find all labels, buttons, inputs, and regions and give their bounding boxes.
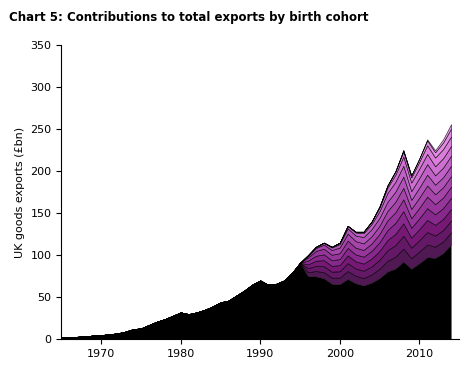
Y-axis label: UK goods exports (£bn): UK goods exports (£bn): [15, 127, 25, 258]
Text: Chart 5: Contributions to total exports by birth cohort: Chart 5: Contributions to total exports …: [9, 11, 369, 24]
